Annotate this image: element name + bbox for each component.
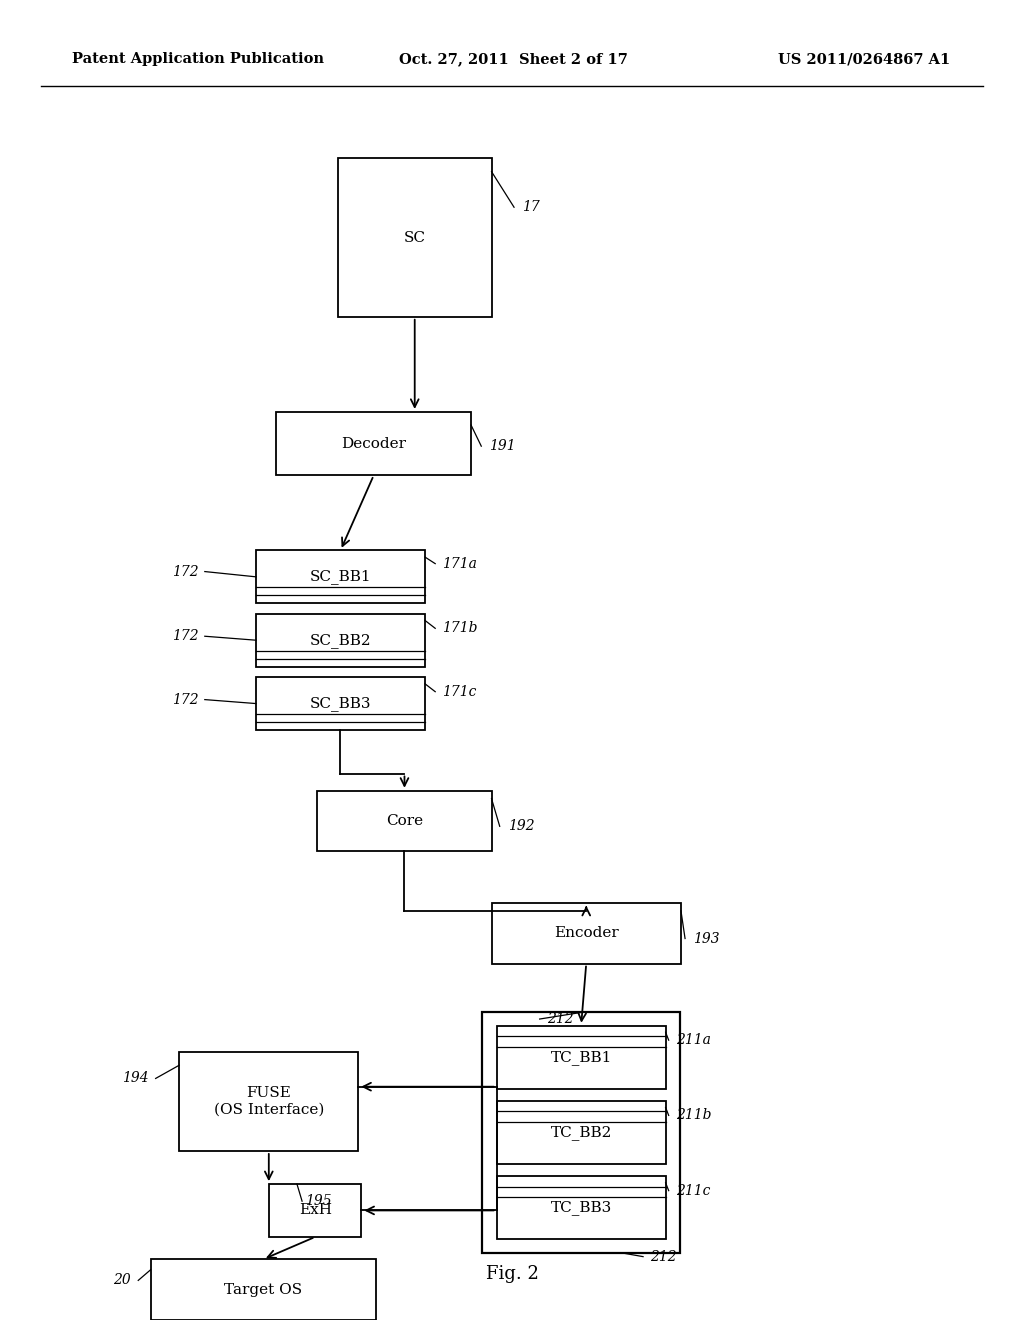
Text: 194: 194: [122, 1072, 148, 1085]
Text: 20: 20: [114, 1274, 131, 1287]
Bar: [269, 1184, 361, 1237]
Bar: [492, 903, 681, 964]
Text: US 2011/0264867 A1: US 2011/0264867 A1: [778, 53, 950, 66]
Text: SC_BB3: SC_BB3: [309, 696, 372, 711]
Bar: [338, 158, 492, 317]
Text: 172: 172: [172, 693, 199, 706]
Text: Oct. 27, 2011  Sheet 2 of 17: Oct. 27, 2011 Sheet 2 of 17: [399, 53, 629, 66]
Bar: [317, 791, 492, 851]
Text: 193: 193: [693, 932, 720, 945]
Bar: [256, 550, 425, 603]
Text: 212: 212: [547, 1012, 573, 1026]
Text: 212: 212: [650, 1250, 677, 1263]
Text: Encoder: Encoder: [554, 927, 618, 940]
Bar: [256, 677, 425, 730]
Text: 191: 191: [489, 440, 516, 453]
Bar: [497, 1101, 666, 1164]
Bar: [497, 1176, 666, 1239]
Text: 195: 195: [305, 1195, 332, 1208]
Text: 17: 17: [522, 201, 540, 214]
Text: Decoder: Decoder: [341, 437, 407, 450]
Text: 171b: 171b: [442, 622, 478, 635]
Text: Target OS: Target OS: [224, 1283, 302, 1296]
Bar: [276, 412, 471, 475]
Text: ExH: ExH: [299, 1204, 332, 1217]
Text: 171a: 171a: [442, 557, 477, 570]
Text: Core: Core: [386, 814, 423, 828]
Text: FUSE
(OS Interface): FUSE (OS Interface): [214, 1086, 324, 1117]
Text: TC_BB2: TC_BB2: [551, 1125, 611, 1140]
Text: Patent Application Publication: Patent Application Publication: [72, 53, 324, 66]
Text: Fig. 2: Fig. 2: [485, 1266, 539, 1283]
Bar: [482, 1012, 680, 1253]
Bar: [497, 1026, 666, 1089]
Text: SC_BB2: SC_BB2: [309, 632, 372, 648]
Text: 211b: 211b: [676, 1109, 712, 1122]
Bar: [256, 614, 425, 667]
Text: 211a: 211a: [676, 1034, 711, 1047]
Text: SC: SC: [403, 231, 426, 244]
Text: 172: 172: [172, 630, 199, 643]
Bar: [179, 1052, 358, 1151]
Text: 192: 192: [508, 820, 535, 833]
Text: 171c: 171c: [442, 685, 477, 698]
Text: 172: 172: [172, 565, 199, 578]
Text: TC_BB3: TC_BB3: [551, 1200, 611, 1216]
Text: 211c: 211c: [676, 1184, 711, 1197]
Text: SC_BB1: SC_BB1: [309, 569, 372, 585]
Bar: [151, 1259, 376, 1320]
Text: TC_BB1: TC_BB1: [551, 1049, 611, 1065]
